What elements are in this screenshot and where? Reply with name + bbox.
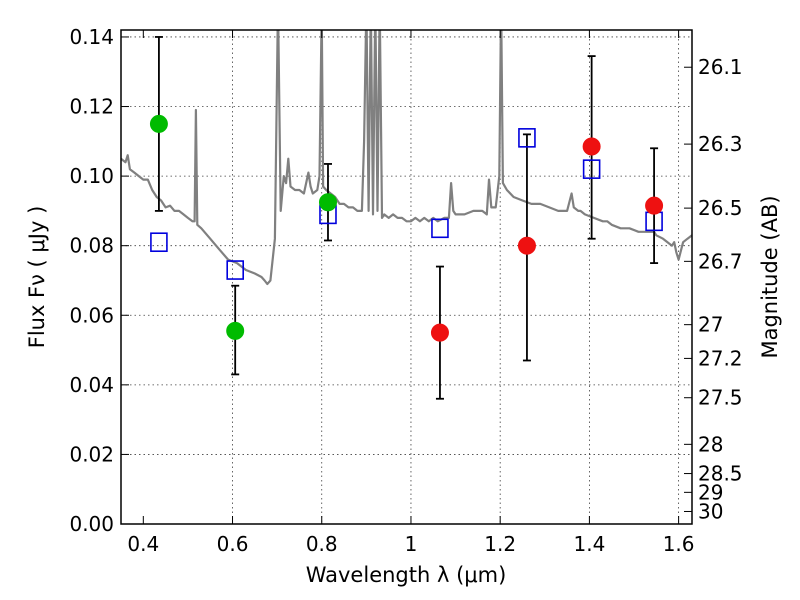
observed-flux-point: [318, 193, 337, 212]
plot-frame: [120, 29, 693, 525]
marker-layer: [149, 114, 664, 342]
x-tick-label: 1: [405, 532, 418, 556]
right-axis-title: Magnitude (AB): [758, 195, 782, 358]
model-flux-square: [150, 232, 168, 253]
observed-flux-point: [226, 321, 245, 340]
right-tick-label: 28.5: [698, 462, 743, 486]
model-flux-square: [518, 128, 536, 148]
observed-flux-point: [430, 323, 449, 342]
right-tick-label: 26.7: [698, 249, 743, 273]
spectrum-layer: [121, 30, 692, 286]
model-flux-square: [582, 159, 601, 179]
y-tick-label: 0.08: [69, 234, 114, 258]
y-tick-label: 0.12: [69, 95, 114, 119]
x-tick-label: 1.4: [573, 532, 605, 556]
right-tick-label: 29: [698, 480, 723, 504]
x-tick-label: 1.2: [484, 532, 516, 556]
x-tick-label: 1.6: [663, 532, 695, 556]
model-spectrum-line: [121, 30, 692, 286]
right-tick-label: 27.2: [698, 346, 743, 370]
right-tick-label: 26.3: [698, 132, 743, 156]
y-tick-label: 0.14: [69, 25, 114, 49]
right-tick-label: 26.5: [698, 196, 743, 220]
y-ticks: 0.00 0.02 0.04 0.06 0.08 0.10 0.12 0.14: [69, 25, 129, 536]
right-tick-label: 30: [698, 499, 723, 523]
x-tick-label: 0.6: [217, 532, 249, 556]
x-axis-title: Wavelength λ (μm): [306, 563, 507, 587]
right-tick-label: 27.5: [698, 386, 743, 410]
y-tick-label: 0.02: [69, 442, 114, 466]
model-flux-square: [431, 218, 449, 239]
y-tick-label: 0.06: [69, 303, 114, 327]
observed-flux-point: [517, 236, 536, 255]
y-axis-title: Flux Fν ( μJy ): [25, 206, 49, 349]
grid-layer: [121, 30, 692, 524]
observed-flux-point: [149, 114, 168, 133]
model-flux-square: [226, 260, 244, 280]
x-ticks: 0.4 0.6 0.8 1 1.2 1.4 1.6: [127, 30, 695, 556]
y-tick-label: 0.00: [69, 512, 114, 536]
x-tick-label: 0.4: [127, 532, 159, 556]
right-tick-label: 27: [698, 313, 723, 337]
right-tick-label: 28: [698, 432, 723, 456]
y-tick-label: 0.04: [69, 373, 114, 397]
observed-flux-point: [582, 137, 601, 156]
y-tick-label: 0.10: [69, 164, 114, 188]
observed-flux-point: [645, 196, 664, 215]
errorbar-layer: [154, 36, 659, 400]
right-tick-label: 26.1: [698, 55, 743, 79]
x-tick-label: 0.8: [306, 532, 338, 556]
